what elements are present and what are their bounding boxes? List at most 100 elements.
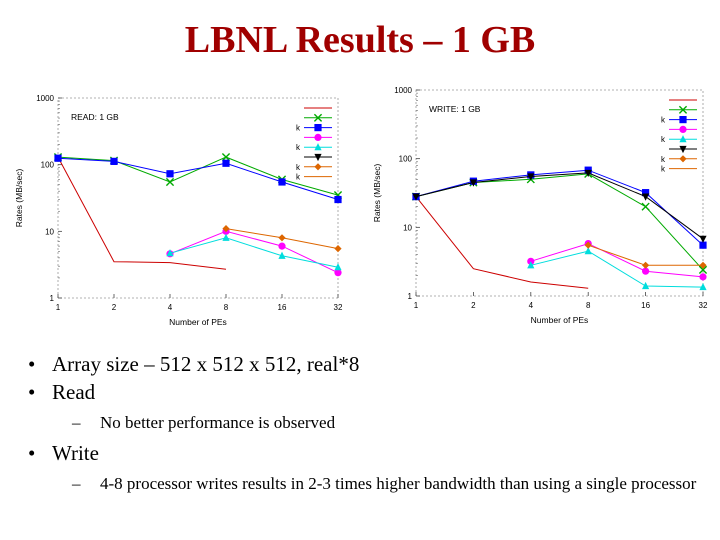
bullet-item: • Array size – 512 x 512 x 512, real*8	[28, 350, 708, 378]
data-point	[221, 152, 231, 162]
data-point	[334, 195, 342, 204]
legend-entry	[304, 113, 332, 122]
series-2	[412, 166, 707, 249]
series-line	[415, 172, 704, 240]
legend-label: k	[661, 155, 666, 164]
read-chart: 1 10 100 1000 1 2 4 8 16 32 Number of PEs Rates (MB…	[14, 94, 343, 327]
data-point	[699, 273, 707, 281]
legend-entry	[304, 133, 332, 141]
data-point	[278, 251, 286, 259]
data-point	[584, 169, 592, 178]
bullet-list: • Array size – 512 x 512 x 512, real*8 •…	[28, 350, 708, 500]
legend-entry	[669, 125, 697, 133]
legend-marker	[314, 133, 322, 141]
series-line	[415, 196, 589, 289]
write-chart: 1 10 100 1000 1 2 4 8 16 32 Number of PEs Rates (MB…	[372, 86, 708, 325]
data-point	[222, 233, 230, 241]
data-point	[412, 193, 420, 201]
series-line	[169, 237, 339, 268]
y-axis-label: Rates (MB/sec)	[372, 164, 382, 223]
bullet-text: Write	[52, 441, 99, 465]
data-point	[334, 245, 342, 253]
data-point	[699, 241, 707, 249]
dash-glyph: –	[72, 413, 81, 432]
y-axis-label: Rates (MB/sec)	[14, 169, 24, 228]
legend-marker	[679, 116, 687, 124]
bullet-glyph: •	[28, 380, 36, 404]
legend-marker	[679, 135, 687, 143]
legend-marker	[679, 145, 687, 154]
series-line	[169, 230, 339, 274]
series-4	[527, 247, 707, 291]
series-line	[530, 250, 704, 288]
data-point	[584, 241, 592, 249]
x-axis-label: Number of PEs	[531, 315, 589, 325]
series-line	[415, 173, 704, 271]
data-point	[527, 261, 535, 269]
legend-entry: k	[661, 165, 697, 174]
data-point	[278, 234, 286, 242]
data-point	[166, 249, 174, 257]
x-tick-label: 2	[112, 303, 117, 312]
legend-entry: k	[661, 116, 697, 125]
series-6	[584, 241, 707, 269]
data-point	[698, 265, 708, 274]
legend-marker	[314, 124, 322, 132]
data-point	[222, 224, 230, 233]
series-2	[54, 154, 342, 204]
legend-label: k	[296, 163, 301, 172]
dash-glyph: –	[72, 474, 81, 493]
bullet-glyph: •	[28, 441, 36, 465]
y-tick-label: 100	[399, 155, 413, 164]
sub-bullet-text: 4-8 processor writes results in 2-3 time…	[100, 474, 697, 493]
legend-label: k	[661, 135, 666, 144]
data-point	[469, 179, 477, 187]
x-tick-label: 2	[471, 301, 476, 310]
plot-frame	[415, 89, 704, 297]
sub-bullet-item: – No better performance is observed	[28, 412, 708, 433]
y-tick-label: 100	[41, 161, 55, 170]
data-point	[278, 242, 286, 250]
data-point	[699, 282, 707, 291]
x-tick-label: 1	[414, 301, 419, 310]
legend-marker	[314, 143, 322, 151]
data-point	[334, 263, 342, 271]
y-tick-label: 10	[45, 227, 54, 236]
legend-marker	[314, 163, 322, 171]
y-tick-label: 1	[50, 294, 55, 303]
legend-marker	[678, 105, 688, 114]
data-point	[527, 173, 535, 181]
sub-bullet-item: – 4-8 processor writes results in 2-3 ti…	[28, 473, 708, 494]
series-0	[57, 156, 227, 270]
x-tick-label: 32	[334, 303, 343, 312]
y-tick-label: 10	[403, 223, 412, 232]
legend-entry: k	[296, 173, 332, 182]
bullet-item: • Read	[28, 378, 708, 406]
series-6	[222, 224, 342, 253]
legend-entry	[669, 105, 697, 114]
legend-entry	[669, 145, 697, 154]
y-tick-label: 1000	[394, 86, 412, 95]
bullet-item: • Write	[28, 439, 708, 467]
series-line	[57, 157, 339, 200]
x-tick-label: 32	[699, 301, 708, 310]
legend-entry: k	[296, 143, 332, 152]
slide-title: LBNL Results – 1 GB	[184, 19, 536, 61]
data-point	[165, 177, 175, 187]
data-point	[166, 170, 174, 178]
data-point	[278, 178, 286, 186]
legend-label: k	[296, 143, 301, 152]
legend-label: k	[661, 116, 666, 125]
legend-marker	[314, 153, 322, 162]
data-point	[642, 193, 650, 201]
x-axis-label: Number of PEs	[169, 317, 227, 327]
bullet-glyph: •	[28, 352, 36, 376]
data-point	[642, 267, 650, 275]
y-tick-label: 1000	[36, 94, 54, 103]
data-point	[642, 281, 650, 290]
legend-entry: k	[661, 135, 697, 144]
x-tick-label: 16	[278, 303, 287, 312]
series-line	[530, 243, 704, 278]
x-tick-label: 16	[641, 301, 650, 310]
series-5	[412, 169, 707, 243]
